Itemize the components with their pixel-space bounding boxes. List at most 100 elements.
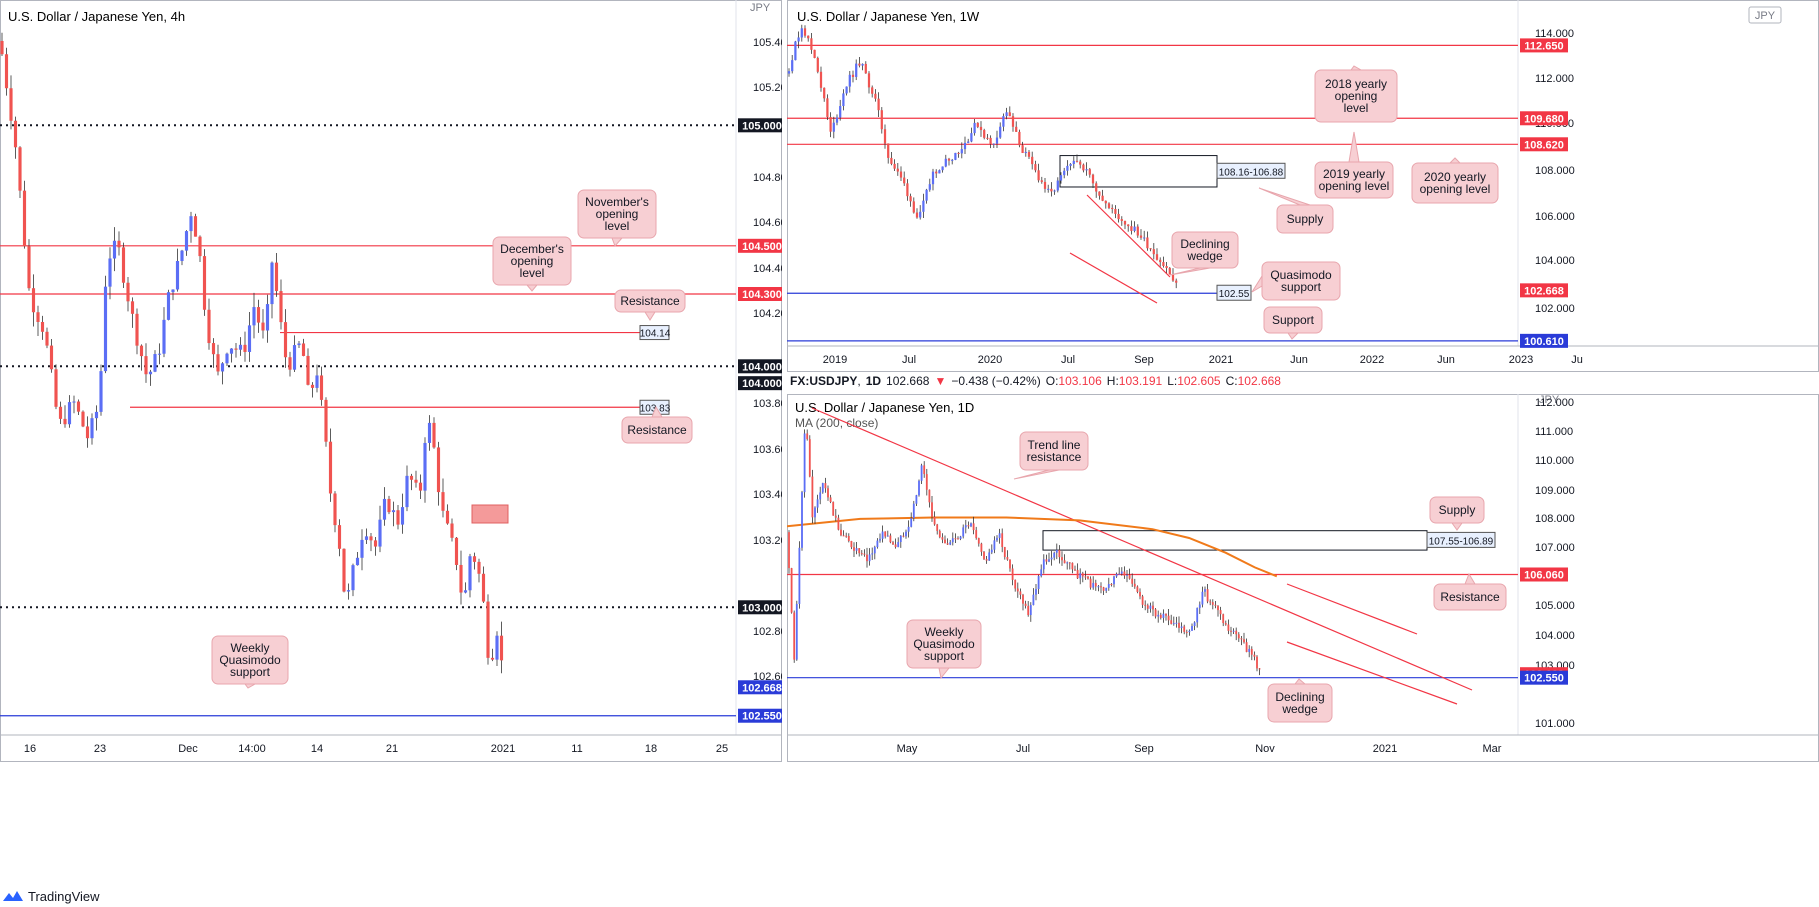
candle-body (920, 465, 923, 481)
candle-body (988, 552, 991, 561)
candle-body (225, 353, 229, 364)
candle-body (925, 474, 928, 490)
candle-body (346, 590, 351, 592)
candle-body (364, 536, 369, 540)
y-tick-label: 102.800 (753, 626, 782, 638)
y-tick-label: 109.000 (1535, 485, 1575, 497)
candle-body (481, 573, 486, 602)
candle-body (1165, 613, 1167, 616)
x-tick-label: Sep (1134, 743, 1154, 755)
candle-body (964, 525, 967, 528)
y-tick-label: 105.200 (753, 82, 782, 94)
currency-badge[interactable]: JPY (1748, 6, 1782, 24)
candle-body (1154, 609, 1157, 617)
candle-body (790, 568, 793, 613)
x-tick-label: Jun (1290, 354, 1308, 366)
candle-body (36, 312, 40, 322)
candle-body (1053, 552, 1056, 558)
candle-body (1061, 557, 1063, 561)
candle-body (54, 369, 58, 407)
candle-body (1206, 589, 1209, 602)
candle-body (99, 371, 103, 412)
annotation-callout: Supply (1258, 187, 1334, 234)
callout-text: 2020 yearly (1424, 170, 1486, 184)
candle-body (153, 354, 157, 372)
price-tags: 112.650 109.680 108.620 102.668 100.610 (1520, 38, 1568, 348)
tradingview-brand[interactable]: TradingView (2, 886, 100, 906)
candle-body (996, 537, 998, 541)
candle-body (811, 476, 814, 518)
candle-body (788, 532, 790, 569)
candle-body (171, 289, 175, 293)
candle-body (328, 441, 333, 494)
candle-body (970, 523, 972, 527)
candle-body (985, 559, 988, 561)
price-tag (738, 600, 782, 615)
candle-body (814, 507, 816, 518)
candle-body (1056, 180, 1059, 191)
candle-body (396, 510, 400, 525)
candle-body (963, 142, 967, 150)
price-tag (1520, 137, 1568, 152)
symbol: FX:USDJPY (790, 374, 858, 388)
price-tag (738, 238, 782, 253)
candle-body (1209, 601, 1212, 603)
candle-body (894, 544, 897, 548)
chart-1w[interactable]: U.S. Dollar / Japanese Yen, 1W JPY 114.0… (787, 0, 1819, 372)
candle-body (108, 258, 112, 287)
candle-body (378, 519, 382, 547)
chart-title: U.S. Dollar / Japanese Yen, 4h (8, 9, 185, 24)
candle-body (851, 74, 855, 77)
candle-body (1162, 613, 1165, 618)
candle-body (418, 482, 423, 491)
candle-body (1027, 151, 1031, 157)
candle-body (144, 356, 148, 375)
chart-1d[interactable]: U.S. Dollar / Japanese Yen, 1D MA (200, … (787, 394, 1819, 762)
close-label: C: (1225, 374, 1238, 388)
candle-body (1139, 235, 1143, 238)
candle-body (468, 556, 472, 591)
currency-label: JPY (1755, 10, 1776, 22)
candle-body (1128, 574, 1131, 579)
candle-body (1188, 630, 1191, 633)
candle-body (824, 483, 827, 489)
candle-body (1050, 557, 1053, 560)
candle-body (845, 535, 848, 537)
candle-body (1146, 237, 1149, 249)
candle-body (936, 524, 939, 531)
candle-body (1144, 604, 1147, 606)
candle-body (198, 236, 202, 257)
candle-body (967, 525, 970, 527)
open-value: 103.106 (1058, 374, 1102, 388)
candle-body (922, 200, 925, 212)
candle-body (216, 354, 220, 372)
candle-body (1219, 610, 1222, 615)
candle-body (793, 612, 796, 660)
open-label: O: (1045, 374, 1059, 388)
candle-body (1088, 169, 1091, 175)
candle-body (103, 286, 108, 372)
candle-body (976, 122, 979, 127)
candle-body (893, 163, 896, 169)
zone-label-box (1216, 162, 1286, 179)
candle-body (1042, 559, 1045, 570)
candle-body (798, 547, 801, 604)
candle-body (180, 250, 184, 262)
chart-4h[interactable]: U.S. Dollar / Japanese Yen, 4h JPY 105.4… (0, 0, 782, 762)
x-axis-labels: May Jul Sep Nov 2021 Mar (897, 743, 1502, 755)
candle-body (315, 375, 319, 388)
candle-body (441, 492, 445, 511)
x-tick-label: May (897, 743, 918, 755)
candle-body (13, 120, 18, 148)
candle-body (58, 406, 63, 419)
x-tick-label: 16 (24, 743, 36, 755)
close-value: 102.668 (1237, 374, 1281, 388)
candle-body (903, 177, 906, 184)
callout-box (906, 619, 982, 669)
candle-body (827, 488, 829, 498)
x-tick-label: Jul (902, 354, 916, 366)
zone-label: 108.16-106.88 (1219, 167, 1284, 178)
candle-body (853, 547, 855, 551)
